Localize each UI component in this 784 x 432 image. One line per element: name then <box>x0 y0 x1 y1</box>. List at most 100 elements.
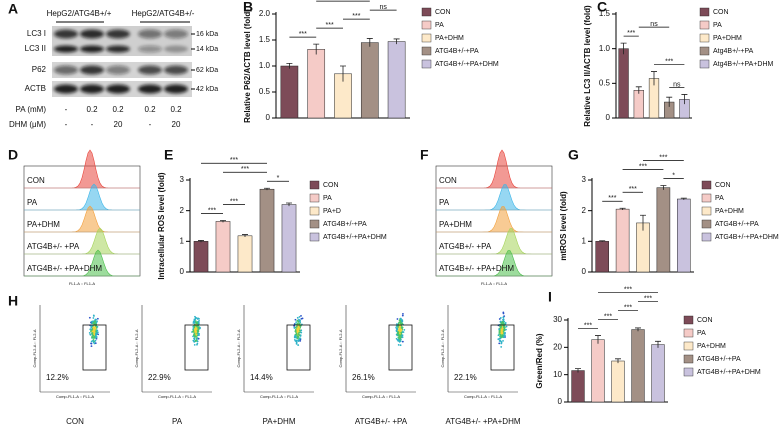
significance-label: *** <box>230 157 238 164</box>
bar <box>193 241 209 273</box>
blot-band <box>138 45 162 53</box>
scatter-dot <box>293 338 296 341</box>
blot-band <box>54 65 78 75</box>
y-tick-label: 0 <box>582 267 587 276</box>
legend-label: ATG4B+/-+PA <box>323 221 367 228</box>
legend-swatch <box>699 7 710 17</box>
bar <box>237 235 253 273</box>
blot-band <box>138 65 162 75</box>
error-bar <box>660 185 667 190</box>
significance-label: *** <box>644 295 652 302</box>
scatter-dot <box>294 318 297 321</box>
error-bar <box>635 327 641 332</box>
scatter-dot <box>92 334 94 337</box>
scatter-dot <box>401 334 404 337</box>
error-bar <box>615 358 621 364</box>
treatment-level: - <box>65 105 68 114</box>
bar <box>571 370 585 403</box>
legend-label: ATG4B+/-+PA+DHM <box>323 234 387 241</box>
significance-label: *** <box>639 163 647 170</box>
legend-label: ATG4B+/-+PA+DHM <box>715 234 779 241</box>
scatter-dot <box>193 321 196 324</box>
scatter-dot <box>502 322 505 325</box>
scatter-dot <box>502 316 505 319</box>
panel-label: F <box>420 147 429 163</box>
scatter-dot <box>502 311 505 314</box>
legend-swatch <box>683 354 694 364</box>
scatter-dot <box>502 329 505 331</box>
legend-swatch <box>701 180 712 190</box>
scatter-name: PA+DHM <box>263 417 296 426</box>
scatter-dot <box>296 334 298 337</box>
scatter-dot <box>498 318 501 320</box>
scatter-dot <box>499 320 502 323</box>
scatter-dot <box>90 330 92 333</box>
legend-label: Atg4B+/-+PA+DHM <box>713 61 774 68</box>
error-bar <box>681 94 688 105</box>
y-tick-label: 0.5 <box>259 87 271 96</box>
scatter-dot <box>92 320 94 323</box>
scatter-y-label: Comp-FL2-A :: FL2-A <box>134 329 139 367</box>
blot-band <box>138 29 162 39</box>
panel-label: A <box>8 1 18 17</box>
blot-band <box>54 45 78 53</box>
scatter-dot <box>196 322 198 325</box>
panel-label: E <box>164 147 173 163</box>
legend-swatch <box>421 46 432 56</box>
blot-band <box>106 84 130 94</box>
legend-label: ATG4B+/-+PA+DHM <box>435 61 499 68</box>
scatter-dot <box>500 325 503 328</box>
scatter-dot <box>400 331 403 334</box>
scatter-dot <box>398 328 401 331</box>
scatter-dot <box>95 332 97 335</box>
bar <box>281 204 297 273</box>
legend-label: Atg4B+/-+PA <box>713 48 754 55</box>
panel-label: H <box>8 293 18 309</box>
scatter-dot <box>197 337 200 340</box>
scatter-dot <box>93 342 96 345</box>
blot-band <box>138 84 162 94</box>
legend-label: PA+D <box>323 208 341 215</box>
legend-swatch <box>683 328 694 338</box>
legend-swatch <box>701 219 712 229</box>
scatter-dot <box>504 332 506 334</box>
scatter-dot <box>399 325 402 328</box>
legend-label: PA <box>323 195 332 202</box>
scatter-dot <box>193 343 196 346</box>
scatter-dot <box>95 336 98 339</box>
histogram-label: PA <box>27 198 38 207</box>
scatter-dot <box>395 337 398 340</box>
error-bar <box>620 42 627 55</box>
scatter-dot <box>298 332 300 334</box>
scatter-dot <box>296 319 299 322</box>
legend-label: PA+DHM <box>697 343 726 350</box>
scatter-dot <box>96 329 99 332</box>
scatter-dot <box>198 317 200 320</box>
scatter-dot <box>297 321 300 323</box>
scatter-dot <box>95 321 98 324</box>
treatment-level: 20 <box>172 120 181 129</box>
legend-label: PA <box>435 22 444 29</box>
scatter-dot <box>89 328 92 331</box>
legend-swatch <box>701 193 712 203</box>
scatter-dot <box>396 318 399 320</box>
treatment-level: - <box>149 120 152 129</box>
panel-label: I <box>548 289 552 305</box>
scatter-dot <box>400 327 403 329</box>
scatter-dot <box>500 330 503 332</box>
scatter-dot <box>92 317 95 319</box>
y-tick-label: 0 <box>266 113 271 122</box>
bar <box>615 208 630 273</box>
scatter-dot <box>300 329 303 332</box>
gate-percent: 14.4% <box>250 373 273 382</box>
significance-label: *** <box>208 207 216 214</box>
significance-label: *** <box>241 166 249 173</box>
scatter-dot <box>193 340 196 343</box>
legend-label: PA+DHM <box>715 208 744 215</box>
bar <box>677 198 691 273</box>
scatter-x-label: Comp-FL1-A :: FL1-A <box>464 394 502 399</box>
blot-band <box>80 84 104 94</box>
scatter-dot <box>193 328 196 331</box>
legend-swatch <box>699 46 710 56</box>
scatter-dot <box>91 330 94 333</box>
